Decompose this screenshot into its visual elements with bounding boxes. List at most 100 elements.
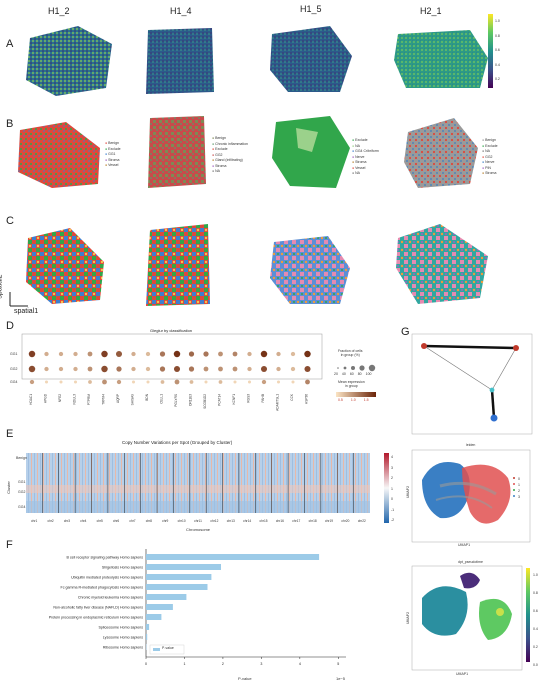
dotplot-dot (73, 380, 78, 384)
dotplot-dot (44, 366, 49, 372)
panel-c-axis-y: spatial2 (0, 274, 4, 299)
dotplot-column-label: PTPRM (87, 394, 91, 406)
panel-e-row-benign: Benign (16, 456, 27, 460)
panel-g-graphs (411, 333, 533, 671)
panel-e-chromosome-labels: chr1 chr2 chr3 chr4 chr5 chr6 chr7 chr8 chr9 chr1… (31, 519, 366, 523)
dotplot-dot (131, 366, 136, 372)
pseudotime-umap-left-cloud (422, 586, 468, 636)
panel-f-x-multiplier: 1e−5 (336, 676, 346, 681)
dotplot-column-label: RGS3 (247, 394, 251, 403)
pathway-bar (146, 614, 162, 620)
pathway-label: Chronic myeloid leukemia Homo sapiens (78, 596, 143, 600)
chromosome-label: chr17 (292, 519, 300, 523)
panel-e-xlabel: Chromosome (186, 527, 211, 532)
dotplot-dot (174, 379, 180, 385)
dotplot-column-label: NDUL3 (73, 394, 77, 405)
dotplot-dot (146, 380, 150, 384)
panel-a-spatial-maps (26, 14, 493, 96)
panel-b-legend-h2-1: ● Benign ● Exclude ● NA ● GG2 ● Nerve ● … (482, 138, 498, 175)
dotplot-dot (102, 379, 107, 385)
panel-d-row-gg2: GG2 (10, 367, 18, 371)
dotplot-dot (276, 380, 281, 384)
dotplot-dot (218, 366, 223, 372)
panel-e-ylabel: Cluster (5, 481, 11, 494)
chromosome-label: chr2 (47, 519, 53, 523)
dotplot-dot (115, 350, 123, 358)
dotplot-column-label: CELL1 (160, 394, 164, 404)
pathway-bar (146, 584, 208, 590)
cluster-map-h1-4 (146, 224, 210, 306)
dotplot-dot (131, 380, 136, 384)
pathway-bar (146, 604, 173, 610)
chromosome-label: chr10 (178, 519, 186, 523)
panel-e-title: Copy Number Variations per Spot (Grouped… (122, 440, 233, 445)
chromosome-label: chr14 (243, 519, 251, 523)
dotplot-dot (276, 351, 281, 357)
dotplot-dot (218, 380, 223, 384)
dotplot-dot (101, 350, 108, 358)
dotplot-dot (59, 380, 63, 384)
panel-d-size-legend (337, 364, 376, 372)
pseudotime-umap-right-cloud (479, 598, 512, 640)
tissue-map-h2-1 (394, 30, 488, 88)
dotplot-dot (159, 366, 166, 372)
pathway-label: Non-alcoholic fatty liver disease (NAFLD… (53, 606, 143, 610)
sample-header-h1-4: H1_4 (170, 6, 192, 16)
dotplot-dot (218, 351, 223, 357)
chromosome-label: chr8 (146, 519, 152, 523)
cluster-map-h1-2 (26, 228, 104, 304)
panel-d-dotplot: HDAC1 HPGD NFE2 NDUL3 PTPRM TRPM4 AQRP SHISA9 BD… (21, 333, 376, 411)
dotplot-dot (159, 351, 166, 357)
panel-f-bars (146, 554, 320, 650)
chromosome-label: chr4 (80, 519, 86, 523)
pathway-label: B cell receptor signaling pathway Homo s… (66, 556, 143, 560)
chromosome-label: chr19 (325, 519, 333, 523)
dotplot-column-label: PAHB (261, 394, 265, 402)
pathway-label: Protein processing in endoplasmic reticu… (49, 616, 143, 620)
panel-e-heatmap: chr1 chr2 chr3 chr4 chr5 chr6 chr7 chr8 chr9 chr1… (26, 453, 389, 523)
dotplot-dot (232, 351, 238, 357)
pathway-bar (146, 564, 221, 570)
chromosome-label: chr6 (113, 519, 119, 523)
x-tick-label: 4 (299, 662, 301, 666)
dotplot-dot (304, 350, 311, 358)
paga-node-0 (421, 343, 427, 349)
pseudotime-colorbar (526, 568, 530, 662)
chromosome-label: chr9 (162, 519, 168, 523)
dotplot-dot (44, 380, 49, 384)
dotplot-column-label: CCK (290, 393, 294, 401)
dotplot-dot (189, 380, 194, 384)
dotplot-dot (260, 365, 268, 373)
dotplot-dot (203, 351, 209, 357)
pathway-label: Ribosome Homo sapiens (103, 646, 143, 650)
tissue-map-h1-5 (270, 26, 352, 92)
dotplot-dot (260, 350, 268, 358)
dotplot-column-label: PGLYRS (174, 394, 178, 407)
dotplot-dot (247, 380, 252, 384)
pathway-label: Lysosome Homo sapiens (103, 636, 143, 640)
dotplot-dot (87, 351, 93, 357)
paga-node-1 (513, 345, 519, 351)
x-tick-label: 0 (145, 662, 147, 666)
dotplot-dot (101, 365, 108, 373)
pseudotime-title: dpt_pseudotime (458, 560, 483, 564)
panel-f-xlabel: P-value (238, 676, 252, 681)
tissue-map-h1-2 (26, 26, 112, 96)
panel-d-dots (28, 350, 311, 385)
panel-f-legend-label: P-value (162, 646, 174, 650)
leiden-umap-blue-cloud (422, 462, 470, 519)
dotplot-dot (87, 366, 93, 372)
annotation-map-h1-4 (148, 116, 206, 188)
panel-d-row-gg1: GG1 (10, 352, 18, 356)
tissue-map-h1-4 (146, 28, 214, 94)
x-tick-label: 5 (337, 662, 339, 666)
dotplot-column-label: AQRP (116, 394, 120, 403)
pathway-bar (146, 634, 148, 640)
pathway-bar (146, 554, 320, 560)
panel-e-chromosome-lines (42, 453, 354, 513)
dotplot-dot (173, 350, 181, 358)
panel-e-row-gg4: GG4 (18, 505, 26, 509)
dotplot-dot (233, 380, 237, 384)
pseudotime-umap-x: UMAP1 (456, 672, 469, 676)
dotplot-column-label: SHISA9 (131, 394, 135, 406)
